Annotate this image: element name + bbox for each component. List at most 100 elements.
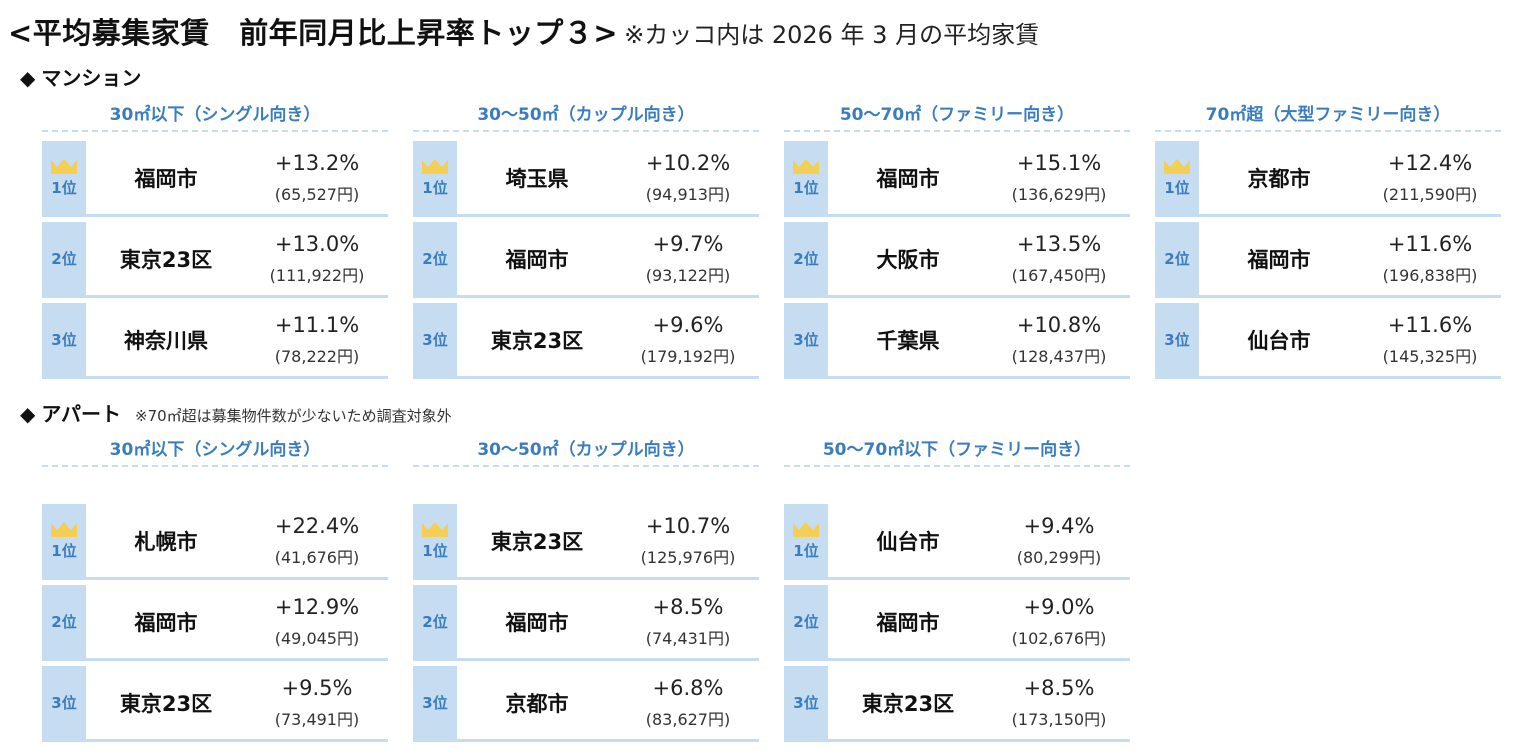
average-rent: (179,192円) [640, 346, 736, 366]
rank-cell: 1位 [413, 504, 457, 577]
increase-rate: +11.6% [1387, 312, 1473, 337]
group-title: 30～50㎡（カップル向き） [413, 435, 759, 467]
rank-cell: 1位 [413, 141, 457, 214]
average-rent: (78,222円) [274, 346, 360, 366]
city-name: 福岡市 [505, 247, 569, 272]
title-main: <平均募集家賃 前年同月比上昇率トップ３> [8, 16, 619, 50]
city-name: 札幌市 [134, 529, 198, 554]
page-title: <平均募集家賃 前年同月比上昇率トップ３> ※カッコ内は 2026 年 3 月の… [8, 10, 1039, 50]
increase-rate: +11.6% [1387, 231, 1473, 256]
ranking-group: 30㎡以下（シングル向き） 1位 福岡市 +13.2% (65,527円) 2位 東京23区… [42, 100, 388, 379]
ranking-row: 2位 福岡市 +9.7% (93,122円) [413, 222, 759, 298]
city-name: 埼玉県 [505, 166, 569, 191]
rank-cell: 1位 [784, 141, 828, 214]
city-name: 福岡市 [134, 610, 198, 635]
average-rent: (102,676円) [1011, 628, 1107, 648]
values-cell: +22.4% (41,676円) [246, 504, 388, 577]
values-cell: +9.5% (73,491円) [246, 666, 388, 739]
ranking-group: 50～70㎡以下（ファミリー向き） 1位 仙台市 +9.4% (80,299円) 2位 福岡… [784, 435, 1130, 742]
values-cell: +11.6% (196,838円) [1359, 222, 1501, 295]
rank-label: 2位 [51, 613, 77, 631]
ranking-group: 30～50㎡（カップル向き） 1位 埼玉県 +10.2% (94,913円) 2位 福岡市 +… [413, 100, 759, 379]
rank-cell: 1位 [42, 141, 86, 214]
ranking-group: 70㎡超（大型ファミリー向き） 1位 京都市 +12.4% (211,590円) 2位 福岡… [1155, 100, 1501, 379]
values-cell: +13.5% (167,450円) [988, 222, 1130, 295]
ranking-row: 1位 東京23区 +10.7% (125,976円) [413, 504, 759, 580]
rank-label: 3位 [793, 694, 819, 712]
values-cell: +10.2% (94,913円) [617, 141, 759, 214]
ranking-row: 1位 仙台市 +9.4% (80,299円) [784, 504, 1130, 580]
ranking-group: 30㎡以下（シングル向き） 1位 札幌市 +22.4% (41,676円) 2位 福岡市 +1… [42, 435, 388, 742]
rank-label: 2位 [422, 250, 448, 268]
rank-cell: 2位 [413, 585, 457, 658]
ranking-group: 30～50㎡（カップル向き） 1位 東京23区 +10.7% (125,976円) 2位 福… [413, 435, 759, 742]
rank-cell: 3位 [1155, 303, 1199, 376]
ranking-row: 3位 東京23区 +9.5% (73,491円) [42, 666, 388, 742]
ranking-row: 3位 東京23区 +8.5% (173,150円) [784, 666, 1130, 742]
values-cell: +8.5% (74,431円) [617, 585, 759, 658]
rank-label: 1位 [793, 542, 819, 560]
group-title: 30㎡以下（シングル向き） [42, 100, 388, 132]
average-rent: (49,045円) [274, 628, 360, 648]
values-cell: +12.4% (211,590円) [1359, 141, 1501, 214]
values-cell: +12.9% (49,045円) [246, 585, 388, 658]
increase-rate: +10.7% [645, 513, 731, 538]
group-title: 50～70㎡（ファミリー向き） [784, 100, 1130, 132]
city-name: 福岡市 [505, 610, 569, 635]
ranking-list: 1位 仙台市 +9.4% (80,299円) 2位 福岡市 +9.0% (102,676円) 3… [784, 504, 1130, 747]
average-rent: (145,325円) [1382, 346, 1478, 366]
rank-label: 3位 [1164, 331, 1190, 349]
rank-label: 3位 [793, 331, 819, 349]
ranking-row: 1位 福岡市 +15.1% (136,629円) [784, 141, 1130, 217]
increase-rate: +8.5% [1023, 675, 1095, 700]
rank-cell: 2位 [413, 222, 457, 295]
city-name: 福岡市 [1247, 247, 1311, 272]
values-cell: +13.0% (111,922円) [246, 222, 388, 295]
values-cell: +9.0% (102,676円) [988, 585, 1130, 658]
ranking-list: 1位 札幌市 +22.4% (41,676円) 2位 福岡市 +12.9% (49,045円)… [42, 504, 388, 747]
increase-rate: +13.0% [274, 231, 360, 256]
rank-cell: 2位 [1155, 222, 1199, 295]
rank-cell: 3位 [413, 303, 457, 376]
crown-icon [793, 522, 819, 537]
rank-label: 1位 [422, 179, 448, 197]
increase-rate: +9.7% [652, 231, 724, 256]
ranking-group: 50～70㎡（ファミリー向き） 1位 福岡市 +15.1% (136,629円) 2位 大阪… [784, 100, 1130, 379]
increase-rate: +10.2% [645, 150, 731, 175]
average-rent: (94,913円) [645, 184, 731, 204]
crown-icon [793, 159, 819, 174]
city-name: 千葉県 [876, 328, 940, 353]
crown-icon [51, 159, 77, 174]
values-cell: +11.1% (78,222円) [246, 303, 388, 376]
values-cell: +10.8% (128,437円) [988, 303, 1130, 376]
rank-cell: 1位 [784, 504, 828, 577]
increase-rate: +9.0% [1023, 594, 1095, 619]
increase-rate: +13.5% [1016, 231, 1102, 256]
rank-label: 1位 [422, 542, 448, 560]
rank-cell: 2位 [784, 222, 828, 295]
values-cell: +9.7% (93,122円) [617, 222, 759, 295]
rank-label: 1位 [793, 179, 819, 197]
rank-cell: 3位 [784, 303, 828, 376]
section-label: マンション [41, 66, 142, 90]
increase-rate: +15.1% [1016, 150, 1102, 175]
increase-rate: +8.5% [652, 594, 724, 619]
values-cell: +13.2% (65,527円) [246, 141, 388, 214]
diamond-icon: ◆ [20, 66, 36, 90]
ranking-list: 1位 福岡市 +15.1% (136,629円) 2位 大阪市 +13.5% (167,450… [784, 141, 1130, 384]
ranking-row: 2位 東京23区 +13.0% (111,922円) [42, 222, 388, 298]
ranking-row: 3位 京都市 +6.8% (83,627円) [413, 666, 759, 742]
values-cell: +15.1% (136,629円) [988, 141, 1130, 214]
values-cell: +11.6% (145,325円) [1359, 303, 1501, 376]
group-title: 30㎡以下（シングル向き） [42, 435, 388, 467]
ranking-row: 2位 福岡市 +11.6% (196,838円) [1155, 222, 1501, 298]
values-cell: +9.4% (80,299円) [988, 504, 1130, 577]
increase-rate: +9.5% [281, 675, 353, 700]
increase-rate: +9.6% [652, 312, 724, 337]
rank-cell: 3位 [784, 666, 828, 739]
ranking-row: 3位 仙台市 +11.6% (145,325円) [1155, 303, 1501, 379]
ranking-row: 2位 大阪市 +13.5% (167,450円) [784, 222, 1130, 298]
section-apartment-heading: ◆ アパート ※70㎡超は募集物件数が少ないため調査対象外 [20, 398, 452, 427]
average-rent: (93,122円) [645, 265, 731, 285]
increase-rate: +10.8% [1016, 312, 1102, 337]
